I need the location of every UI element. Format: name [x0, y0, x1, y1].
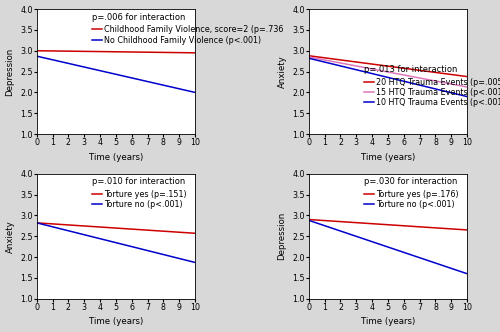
X-axis label: Time (years): Time (years) [89, 317, 143, 326]
Text: p=.010 for interaction: p=.010 for interaction [92, 177, 186, 187]
X-axis label: Time (years): Time (years) [361, 153, 415, 162]
Text: p=.030 for interaction: p=.030 for interaction [364, 177, 458, 187]
Legend: 20 HTQ Trauma Events (p=.005), 15 HTQ Trauma Events (p<.001), 10 HTQ Trauma Even: 20 HTQ Trauma Events (p=.005), 15 HTQ Tr… [364, 78, 500, 107]
Text: p=.006 for interaction: p=.006 for interaction [92, 13, 186, 22]
Y-axis label: Depression: Depression [278, 212, 286, 260]
Legend: Torture yes (p=.176), Torture no (p<.001): Torture yes (p=.176), Torture no (p<.001… [364, 190, 459, 209]
Y-axis label: Anxiety: Anxiety [6, 220, 15, 253]
X-axis label: Time (years): Time (years) [361, 317, 415, 326]
Y-axis label: Anxiety: Anxiety [278, 55, 286, 88]
Y-axis label: Depression: Depression [6, 47, 15, 96]
Text: p=.013 for interaction: p=.013 for interaction [364, 65, 458, 74]
X-axis label: Time (years): Time (years) [89, 153, 143, 162]
Legend: Childhood Family Violence, score=2 (p=.736, No Childhood Family Violence (p<.001: Childhood Family Violence, score=2 (p=.7… [92, 25, 284, 44]
Legend: Torture yes (p=.151), Torture no (p<.001): Torture yes (p=.151), Torture no (p<.001… [92, 190, 187, 209]
